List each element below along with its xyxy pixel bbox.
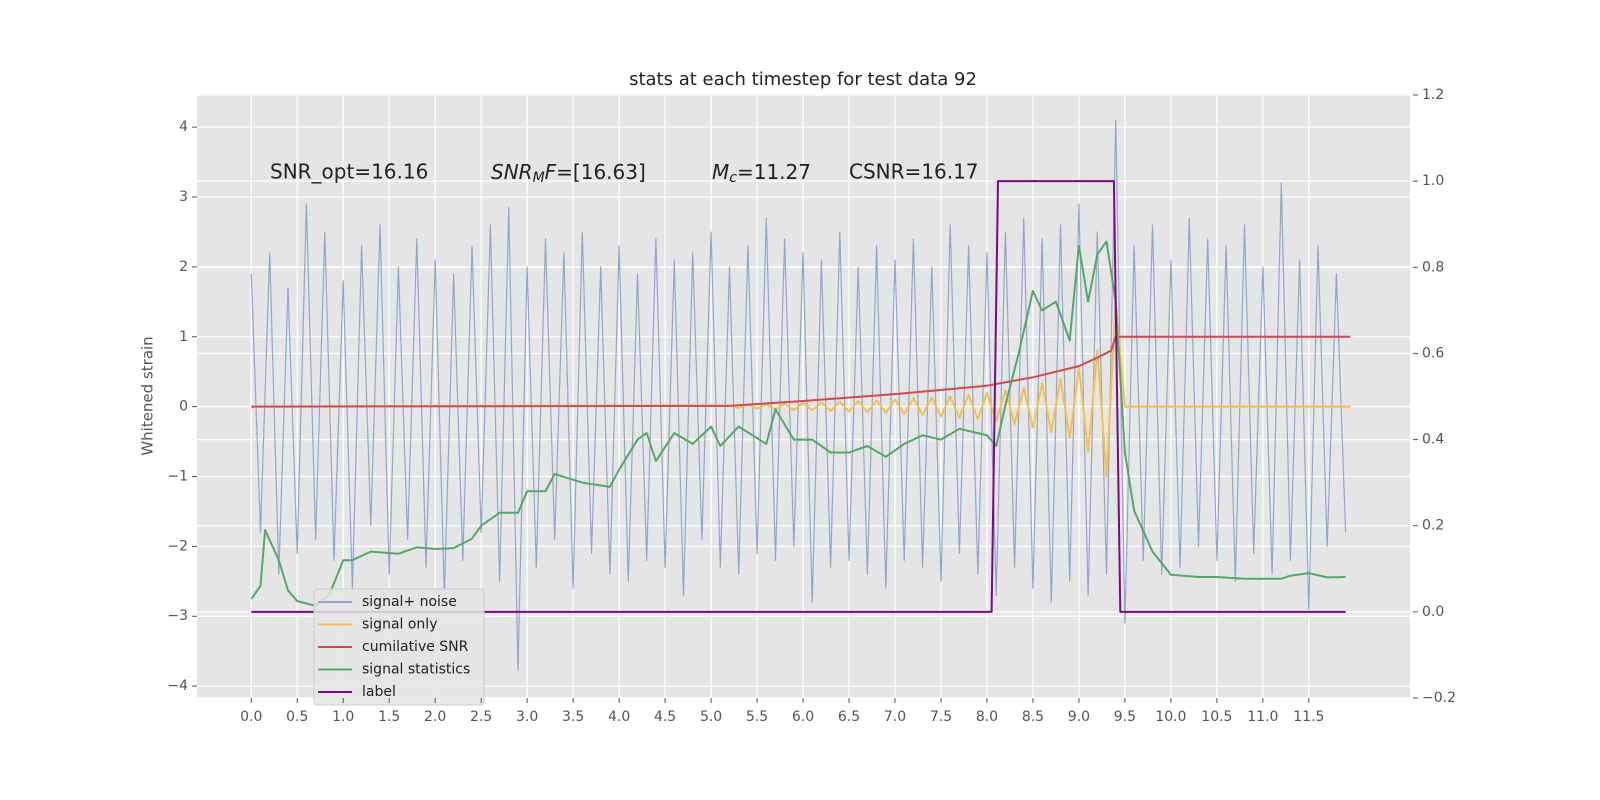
x-tick-label: 8.5 [1022,709,1044,725]
x-tick-label: 0.0 [240,709,262,725]
marks [250,119,1351,672]
y-tick-label: 4 [179,119,188,135]
annotation-part: =[16.63] [556,160,646,184]
x-tick-label: 0.5 [286,709,308,725]
y2-tick-label: 1.2 [1422,87,1444,103]
series-line [251,180,1346,613]
y-tick-label: 1 [179,329,188,345]
y2-tick-label: 0.0 [1422,604,1444,620]
x-tick-label: 2.5 [470,709,492,725]
y2-tick-label: 0.8 [1422,259,1444,275]
x-tick-label: 8.0 [976,709,998,725]
y-axis-label: Whitened strain [139,336,157,455]
series-line [250,240,1346,607]
x-tick-label: 11.5 [1293,709,1324,725]
x-tick-label: 3.0 [516,709,538,725]
annotation: CSNR=16.17 [849,160,979,184]
y-tick-label: 2 [179,259,188,275]
y-tick-label: −4 [167,678,188,694]
x-tick-label: 11.0 [1247,709,1278,725]
annotation: SNRMF=[16.63] [491,160,646,187]
annotation: SNR_opt=16.16 [270,160,428,184]
annotation-part: M [712,160,729,184]
y2-tick-label: 0.4 [1422,432,1444,448]
x-tick-label: 6.0 [792,709,814,725]
x-tick-label: 10.5 [1201,709,1232,725]
x-tick-label: 9.5 [1114,709,1136,725]
x-tick-label: 9.0 [1068,709,1090,725]
x-tick-label: 7.5 [930,709,952,725]
x-tick-label: 6.5 [838,709,860,725]
x-tick-label: 7.0 [884,709,906,725]
y-tick-label: 0 [179,399,188,415]
legend-label: cumilative SNR [362,639,469,655]
x-tick-label: 4.0 [608,709,630,725]
y-tick-label: −1 [167,469,188,485]
x-tick-label: 3.5 [562,709,584,725]
legend-label: signal statistics [362,662,470,678]
series-line [251,300,1351,478]
y-tick-label: 3 [179,189,188,205]
annotation-part: F [545,160,557,184]
legend-label: label [362,684,396,700]
y-tick-label: −3 [167,608,188,624]
annotation-sub: M [533,170,545,186]
x-tick-label: 5.5 [746,709,768,725]
y2-tick-label: 0.6 [1422,345,1444,361]
x-tick-label: 5.0 [700,709,722,725]
x-tick-label: 4.5 [654,709,676,725]
y2-tick-label: −0.2 [1422,690,1456,706]
legend: signal+ noise signal only cumilative SNR si… [313,588,485,706]
series-line [251,335,1351,408]
legend-label: signal+ noise [362,594,457,610]
y2-tick-label: 0.2 [1422,518,1444,534]
y-tick-label: −2 [167,538,188,554]
x-tick-label: 10.0 [1155,709,1186,725]
chart-title: stats at each timestep for test data 92 [629,69,977,90]
annotation-sub: c [729,170,737,186]
x-tick-label: 1.5 [378,709,400,725]
annotation: Mc=11.27 [712,160,811,187]
annotation-part: =11.27 [737,160,811,184]
legend-box [313,588,485,706]
x-tick-label: 1.0 [332,709,354,725]
annotation-part: SNR [491,160,533,184]
y2-tick-label: 1.0 [1422,173,1444,189]
series-line [250,119,1347,672]
x-tick-label: 2.0 [424,709,446,725]
legend-label: signal only [362,617,437,633]
